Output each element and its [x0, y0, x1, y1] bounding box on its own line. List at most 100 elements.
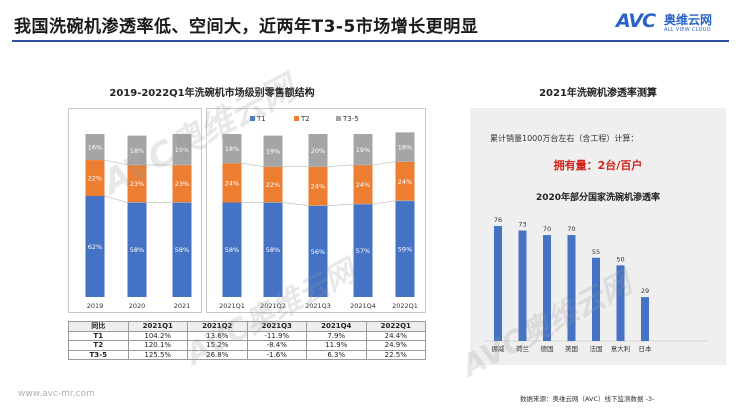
bar-segment-t2 [308, 166, 328, 206]
series-connector-line [104, 159, 192, 166]
x-tick-label: 法国 [590, 344, 603, 353]
table-cell: 125.5% [127, 349, 188, 360]
table-header-cell: 2021Q4 [306, 321, 367, 332]
data-label-t3-5: 19% [175, 146, 189, 154]
bar-segment-t2 [85, 160, 105, 196]
x-tick-label: 2021 [174, 302, 191, 310]
data-label-t2: 22% [266, 181, 280, 189]
table-header-row: 同比 2021Q1 2021Q2 2021Q3 2021Q4 2022Q1 [68, 321, 426, 332]
bar-segment-t1 [222, 202, 242, 297]
bar-segment-t1 [263, 202, 283, 297]
data-label-t3-5: 18% [398, 144, 412, 152]
table-cell: 26.8% [187, 349, 248, 360]
data-label: 70 [567, 225, 575, 233]
bar-segment-t1 [172, 202, 192, 297]
data-label: 55 [592, 248, 600, 256]
data-label-t1: 58% [130, 246, 144, 254]
bar-segment-t1 [308, 205, 328, 297]
country-bar [616, 265, 625, 341]
data-label-t1: 59% [398, 245, 412, 253]
data-label-t3-5: 19% [266, 148, 280, 156]
bar-segment-t2 [127, 164, 147, 203]
bar-segment-t2 [263, 166, 283, 203]
title-divider [12, 40, 729, 42]
data-label-t1: 58% [175, 246, 189, 254]
country-bar [494, 226, 502, 341]
x-tick-label: 2022Q1 [392, 302, 418, 310]
table-cell: 6.3% [306, 349, 367, 360]
structure-chart-title: 2019-2022Q1年洗碗机市场级别零售额结构 [109, 88, 315, 99]
logo-english-name: ALL VIEW CLOUD [664, 27, 711, 33]
data-label-t3-5: 20% [311, 147, 325, 155]
data-label: 29 [641, 287, 649, 295]
x-tick-label: 美国 [565, 344, 578, 353]
x-tick-label: 德国 [541, 344, 554, 353]
country-bar [543, 235, 551, 341]
bar-segment-t2 [172, 164, 192, 203]
x-tick-label: 挪威 [492, 344, 506, 353]
bar-segment-t1 [395, 200, 415, 297]
logo-mark: AVC [616, 10, 656, 32]
data-label-t2: 24% [398, 178, 412, 186]
data-label-t1: 62% [88, 243, 102, 251]
legend-label-t3-5: T3-5 [342, 115, 359, 123]
country-bar [641, 297, 649, 341]
structure-stacked-bar-chart: T1 T2 T3-5 62% 22% 16% 2019 58% 23% 18% 2020 58% 23%… [85, 115, 418, 310]
x-tick-label: 2019 [87, 302, 104, 310]
bar-segment-t3-5 [85, 134, 105, 161]
table-row-label: T2 [68, 340, 129, 351]
data-label-t1: 57% [356, 247, 370, 255]
bar-segment-t1 [353, 204, 373, 297]
bar-segment-t3-5 [172, 134, 192, 165]
data-label: 50 [616, 255, 624, 263]
bar-segment-t1 [127, 202, 147, 297]
table-row-label: T1 [68, 330, 129, 341]
x-tick-label: 日本 [639, 344, 653, 353]
country-penetration-bar-chart: 76 挪威 73 荷兰 70 德国 70 美国 55 法国 50 意大利 29 日本 [484, 216, 708, 353]
country-bar [567, 235, 576, 341]
data-label-t2: 24% [311, 183, 325, 191]
table-row-label: T3-5 [68, 349, 129, 360]
data-label-t1: 58% [266, 246, 280, 254]
yoy-growth-table: 同比 2021Q1 2021Q2 2021Q3 2021Q4 2022Q1 T1… [68, 321, 426, 360]
bar-segment-t2 [222, 163, 242, 203]
table-cell: -8.4% [246, 340, 307, 351]
x-tick-label: 2021Q3 [305, 302, 331, 310]
table-header-cell: 2021Q2 [187, 321, 248, 332]
table-cell: 13.6% [187, 330, 248, 341]
data-label-t1: 58% [225, 246, 239, 254]
table-row-t3-5: T3-5 125.5% 26.8% -1.6% 6.3% 22.5% [68, 349, 426, 360]
data-label-t2: 24% [225, 179, 239, 187]
bar-segment-t3-5 [308, 134, 328, 167]
legend-label-t2: T2 [300, 115, 310, 123]
bar-segment-t3-5 [222, 134, 242, 164]
series-connector-line [241, 161, 415, 167]
data-label: 76 [494, 216, 502, 224]
bar-segment-t2 [395, 161, 415, 201]
table-cell: 22.5% [365, 349, 426, 360]
table-row-t1: T1 104.2% 13.6% -11.9% 7.9% 24.4% [68, 330, 426, 341]
data-label-t2: 22% [88, 175, 102, 183]
table-header-cell: 同比 [68, 321, 129, 332]
table-cell: 120.1% [127, 340, 188, 351]
bar-segment-t3-5 [127, 135, 147, 165]
slide-title: 我国洗碗机渗透率低、空间大，近两年T3-5市场增长更明显 [14, 17, 479, 37]
legend-label-t1: T1 [256, 115, 266, 123]
country-bar [592, 257, 600, 341]
bar-segment-t3-5 [395, 132, 415, 162]
series-connector-line [241, 200, 415, 207]
bar-segment-t1 [85, 195, 105, 297]
legend-swatch-t1 [250, 116, 255, 121]
penetration-estimate-title: 2021年洗碗机渗透率测算 [539, 88, 657, 99]
table-row-t2: T2 120.1% 15.2% -8.4% 11.9% 24.9% [68, 340, 426, 351]
x-tick-label: 2021Q2 [260, 302, 286, 310]
table-cell: 104.2% [127, 330, 188, 341]
data-label-t3-5: 16% [88, 144, 102, 152]
legend-swatch-t2 [294, 116, 299, 121]
data-label-t2: 23% [130, 180, 144, 188]
x-tick-label: 2020 [129, 302, 146, 310]
data-label-t3-5: 18% [130, 147, 144, 155]
x-tick-label: 意大利 [611, 344, 631, 353]
table-header-cell: 2021Q1 [127, 321, 188, 332]
data-label-t3-5: 18% [225, 145, 239, 153]
